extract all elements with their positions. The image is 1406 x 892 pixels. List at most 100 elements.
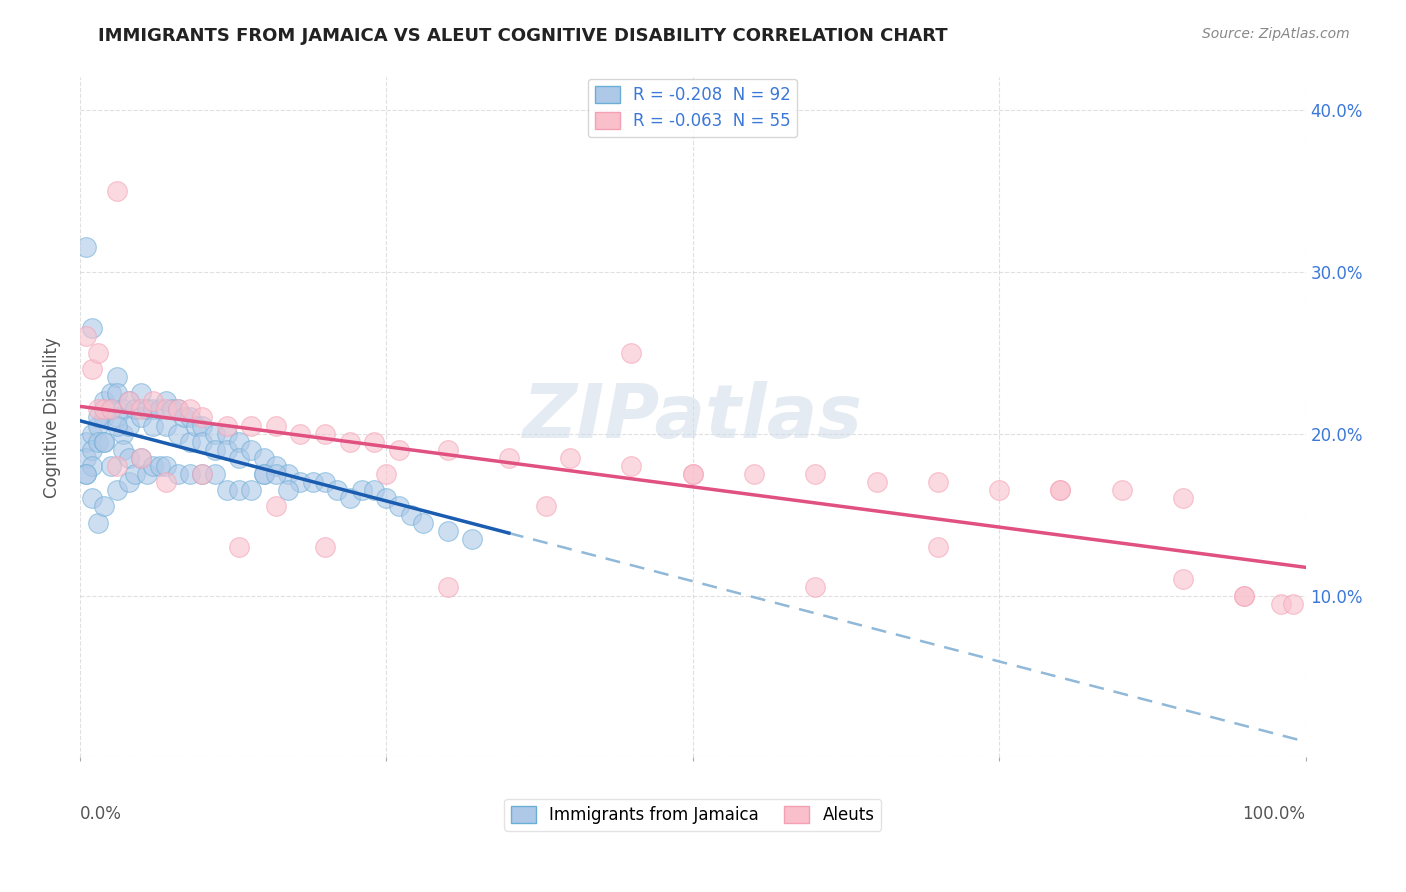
Point [191,434,214,449]
Point [111,426,134,441]
Point [264,500,287,514]
Point [111,442,134,457]
Point [1233,589,1256,603]
Point [167,402,190,417]
Point [87,418,110,433]
Point [179,402,201,417]
Point [387,500,409,514]
Point [290,475,312,490]
Point [204,426,226,441]
Point [93,434,115,449]
Point [75,467,97,481]
Point [436,581,458,595]
Point [105,184,128,198]
Point [87,345,110,359]
Point [191,410,214,425]
Point [558,450,581,465]
Point [240,418,263,433]
Point [82,362,104,376]
Point [204,467,226,481]
Point [179,434,201,449]
Point [75,450,97,465]
Text: IMMIGRANTS FROM JAMAICA VS ALEUT COGNITIVE DISABILITY CORRELATION CHART: IMMIGRANTS FROM JAMAICA VS ALEUT COGNITI… [98,27,948,45]
Point [620,458,643,473]
Point [804,467,827,481]
Point [240,442,263,457]
Point [148,458,170,473]
Point [620,345,643,359]
Point [93,434,115,449]
Point [326,483,349,498]
Point [173,410,195,425]
Point [105,458,128,473]
Point [75,240,97,254]
Point [105,386,128,401]
Point [179,467,201,481]
Point [927,540,949,554]
Point [118,394,141,409]
Point [93,410,115,425]
Point [436,524,458,538]
Point [742,467,765,481]
Point [228,540,250,554]
Point [1049,483,1071,498]
Point [1233,589,1256,603]
Point [155,394,177,409]
Point [682,467,704,481]
Point [129,450,152,465]
Point [988,483,1011,498]
Point [142,402,165,417]
Point [534,500,557,514]
Point [1111,483,1133,498]
Point [186,418,208,433]
Point [461,532,484,546]
Point [1282,597,1305,611]
Point [82,321,104,335]
Point [167,402,190,417]
Point [228,483,250,498]
Point [865,475,887,490]
Point [87,410,110,425]
Point [375,467,398,481]
Point [301,475,323,490]
Text: Source: ZipAtlas.com: Source: ZipAtlas.com [1202,27,1350,41]
Point [314,426,336,441]
Point [277,483,299,498]
Point [264,418,287,433]
Point [682,467,704,481]
Point [75,329,97,343]
Y-axis label: Cognitive Disability: Cognitive Disability [44,337,60,498]
Point [155,402,177,417]
Point [204,442,226,457]
Legend: R = -0.208  N = 92, R = -0.063  N = 55: R = -0.208 N = 92, R = -0.063 N = 55 [588,79,797,137]
Point [155,418,177,433]
Point [363,434,385,449]
Point [93,500,115,514]
Point [350,483,373,498]
Point [129,410,152,425]
Point [253,467,276,481]
Point [167,467,190,481]
Point [253,467,276,481]
Point [215,483,238,498]
Point [1171,491,1194,506]
Point [111,402,134,417]
Point [191,467,214,481]
Point [240,483,263,498]
Point [124,467,146,481]
Point [93,394,115,409]
Point [118,450,141,465]
Point [136,467,159,481]
Point [82,426,104,441]
Point [215,426,238,441]
Point [387,442,409,457]
Point [399,508,422,522]
Point [105,483,128,498]
Point [363,483,385,498]
Point [100,386,122,401]
Point [927,475,949,490]
Point [804,581,827,595]
Point [142,394,165,409]
Point [118,418,141,433]
Text: 0.0%: 0.0% [80,805,122,823]
